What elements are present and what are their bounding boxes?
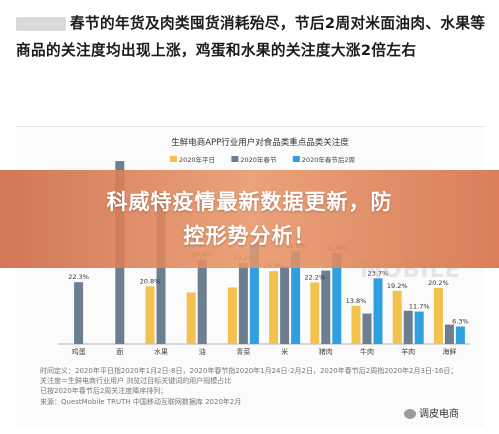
chart-title: 生鲜电商APP行业用户对食品类重点品类关注度 <box>171 137 349 148</box>
data-label-10: 23.7% <box>368 269 389 277</box>
footnote-2: 关注度＝生鲜电商行业用户 浏览过目标关键词的用户规模占比 <box>40 377 232 385</box>
x-tick-label-9: 海鲜 <box>442 347 456 356</box>
data-label-1: 20.8% <box>140 277 161 285</box>
legend-label-1: 2020年春节 <box>240 155 277 164</box>
x-tick-label-6: 猪肉 <box>319 347 333 356</box>
bar-8-2 <box>414 311 424 344</box>
legend-swatch-0 <box>170 156 177 162</box>
legend-swatch-1 <box>231 156 239 162</box>
wechat-credit: 调皮电商 <box>404 405 459 420</box>
article-paragraph: 春节的年货及肉类囤货消耗殆尽，节后2周对米面油肉、水果等商品的关注度均出现上涨，… <box>16 10 486 64</box>
legend-swatch-2 <box>292 156 300 162</box>
data-label-7: 22.2% <box>304 273 325 281</box>
bar-5-1 <box>280 266 290 344</box>
bar-4-2 <box>249 241 259 344</box>
footnote-3: 已按2020年春节后2周关注度降序排列； <box>40 387 168 395</box>
data-label-14: 6.3% <box>452 318 469 326</box>
bar-8-1 <box>403 310 413 344</box>
x-tick-label-5: 米 <box>281 347 288 356</box>
wechat-icon <box>404 409 416 419</box>
headline-banner: 科威特疫情最新数据更新，防 控形势分析！ <box>0 170 499 268</box>
bar-9-2 <box>455 326 465 344</box>
source-note: 来源：QuestMobile TRUTH 中国移动互联网数据库 2020年2月 <box>40 398 242 406</box>
legend-label-0: 2020年平日 <box>179 155 215 164</box>
x-tick-label-8: 羊肉 <box>401 347 415 356</box>
article-text: 春节的年货及肉类囤货消耗殆尽，节后2周对米面油肉、水果等商品的关注度均出现上涨，… <box>16 15 486 59</box>
redacted-mark <box>16 17 66 31</box>
bar-6-2 <box>332 253 342 344</box>
x-tick-label-7: 牛肉 <box>360 347 374 356</box>
bar-6-1 <box>321 270 331 344</box>
x-tick-label-4: 青菜 <box>236 347 250 356</box>
x-tick-label-3: 油 <box>199 347 206 356</box>
bar-7-2 <box>373 278 383 344</box>
bar-4-0 <box>227 287 237 344</box>
bar-7-0 <box>351 305 361 344</box>
footnote-1: 时间定义：2020年平日指2020年1月2日-8日，2020年春节指2020年1… <box>40 367 458 375</box>
data-label-0: 22.3% <box>68 273 89 281</box>
bar-0-1 <box>74 282 84 344</box>
bar-5-2 <box>291 251 301 344</box>
banner-line-2: 控形势分析！ <box>183 224 316 248</box>
data-label-9: 13.8% <box>346 297 367 305</box>
bar-5-0 <box>269 271 279 344</box>
data-label-12: 11.7% <box>409 303 430 311</box>
bar-7-1 <box>362 313 372 344</box>
bar-9-0 <box>433 288 443 344</box>
bar-3-1 <box>197 259 207 344</box>
bar-2-0 <box>145 286 155 344</box>
data-label-11: 19.2% <box>387 282 408 290</box>
bar-8-0 <box>392 290 402 344</box>
bar-9-1 <box>444 324 454 344</box>
x-tick-label-1: 面 <box>116 348 123 356</box>
bar-4-1 <box>238 263 248 344</box>
legend-label-2: 2020年春节后2周 <box>302 155 355 164</box>
x-tick-label-0: 鸡蛋 <box>72 347 86 356</box>
bar-3-0 <box>186 292 196 344</box>
bar-6-0 <box>310 282 320 344</box>
x-tick-label-2: 水果 <box>154 347 168 356</box>
wechat-account: 调皮电商 <box>419 409 459 420</box>
banner-line-1: 科威特疫情最新数据更新，防 <box>106 190 393 214</box>
data-label-13: 20.2% <box>428 279 449 287</box>
banner-title: 科威特疫情最新数据更新，防 控形势分析！ <box>30 185 470 253</box>
